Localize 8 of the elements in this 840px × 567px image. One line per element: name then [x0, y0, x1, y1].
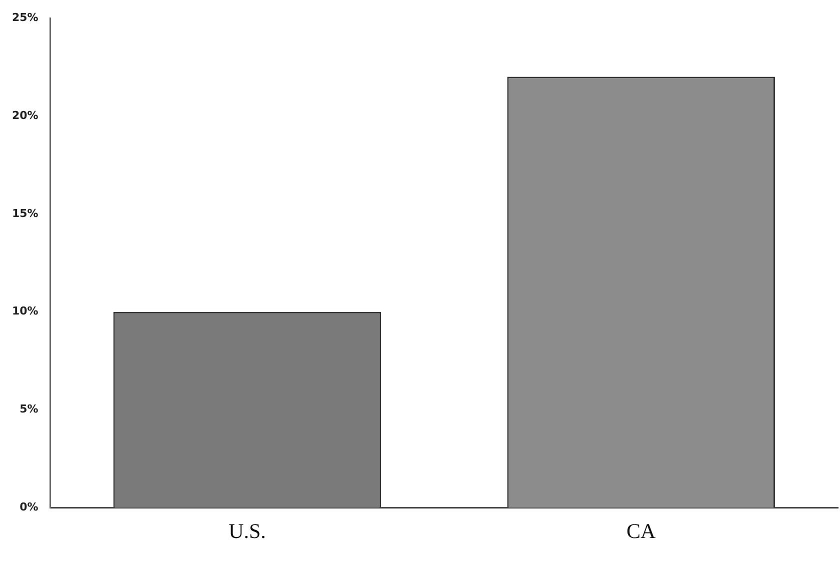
y-tick-label: 0% [20, 500, 38, 514]
x-tick-label: U.S. [228, 518, 266, 543]
x-tick-label: CA [626, 518, 656, 543]
y-tick-label: 25% [12, 10, 38, 24]
y-tick-label: 5% [20, 402, 38, 416]
y-tick-label: 10% [12, 304, 38, 318]
y-tick-label: 15% [12, 206, 38, 220]
y-tick-label: 20% [12, 108, 38, 122]
